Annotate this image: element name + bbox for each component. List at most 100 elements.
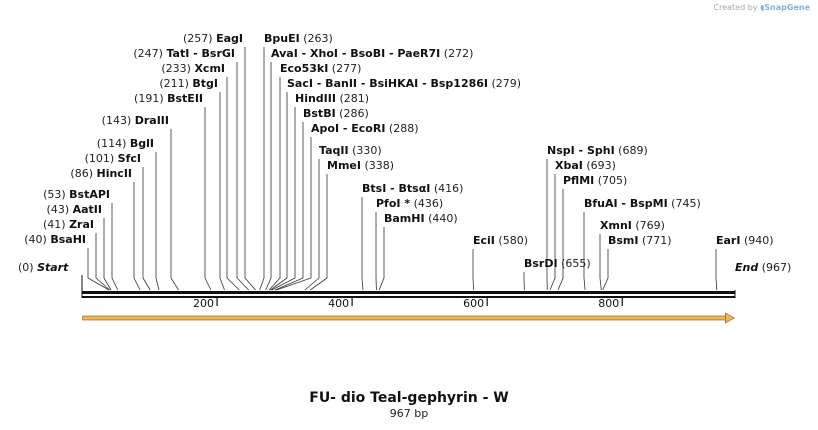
site-name-279: SacI - BanII - BsiHKAI - Bsp1286I	[287, 77, 488, 90]
site-label-279: SacI - BanII - BsiHKAI - Bsp1286I (279)	[287, 77, 521, 90]
site-name-41: ZraI	[69, 218, 94, 231]
site-name-272: AvaI - XhoI - BsoBI - PaeR7I	[271, 47, 440, 60]
site-label-689: NspI - SphI (689)	[547, 144, 648, 157]
start-name: Start	[37, 261, 69, 274]
end-name: End	[735, 261, 758, 274]
site-name-705: PflMI	[563, 174, 594, 187]
site-pos-114: (114)	[97, 137, 130, 150]
site-pos-940: (940)	[740, 234, 773, 247]
site-line-41	[95, 233, 110, 291]
site-name-191: BstEII	[167, 92, 203, 105]
site-label-330: TaqII (330)	[319, 144, 382, 157]
site-label-580: EciI (580)	[473, 234, 528, 247]
site-pos-211: (211)	[159, 77, 192, 90]
site-line-86	[133, 182, 141, 291]
site-pos-436: (436)	[410, 197, 443, 210]
site-label-440: BamHI (440)	[384, 212, 458, 225]
site-label-693: XbaI (693)	[555, 159, 616, 172]
site-name-277: Eco53kI	[280, 62, 328, 75]
site-line-272	[265, 62, 272, 291]
site-label-41: (41) ZraI	[43, 218, 94, 231]
site-line-745	[583, 212, 586, 291]
site-name-288: ApoI - EcoRI	[311, 122, 385, 135]
site-label-53: (53) BstAPI	[43, 188, 110, 201]
site-name-330: TaqII	[319, 144, 349, 157]
site-name-40: BsaHI	[50, 233, 86, 246]
site-label-338: MmeI (338)	[327, 159, 394, 172]
map-title: FU- dio Teal-gephyrin - W	[309, 390, 509, 406]
site-line-247	[236, 62, 250, 291]
site-label-43: (43) AatII	[47, 203, 102, 216]
site-line-940	[715, 249, 718, 291]
start-pos: (0)	[18, 261, 37, 274]
site-name-43: AatII	[73, 203, 102, 216]
site-line-281	[271, 107, 296, 291]
site-label-745: BfuAI - BspMI (745)	[584, 197, 701, 210]
site-pos-247: (247)	[133, 47, 166, 60]
site-name-86: HincII	[96, 167, 132, 180]
site-name-114: BglI	[130, 137, 154, 150]
site-pos-263: (263)	[300, 32, 333, 45]
feature-track	[82, 312, 735, 324]
ruler-bottom-strand	[82, 296, 735, 298]
site-pos-277: (277)	[328, 62, 361, 75]
start-label: (0) Start	[18, 261, 69, 274]
site-line-143	[170, 129, 179, 291]
sequence-length: 967 bp	[389, 407, 429, 420]
site-name-440: BamHI	[384, 212, 425, 225]
site-label-211: (211) BtgI	[159, 77, 218, 90]
site-line-257	[244, 47, 256, 291]
site-pos-416: (416)	[430, 182, 463, 195]
site-pos-86: (86)	[70, 167, 96, 180]
site-name-745: BfuAI - BspMI	[584, 197, 668, 210]
watermark-brand: SnapGene	[764, 3, 810, 12]
site-line-286	[274, 122, 304, 291]
site-labels: (40) BsaHI (41) ZraI (43) AatII (53) BstAPI…	[24, 32, 773, 270]
site-pos-53: (53)	[43, 188, 69, 201]
site-line-771	[602, 249, 609, 291]
site-label-288: ApoI - EcoRI (288)	[311, 122, 419, 135]
site-pos-769: (769)	[632, 219, 665, 232]
site-pos-272: (272)	[440, 47, 473, 60]
feature-bar	[82, 315, 727, 321]
site-label-705: PflMI (705)	[563, 174, 627, 187]
site-label-263: BpuEI (263)	[264, 32, 333, 45]
sequence-ends: (0) Start End (967)	[18, 261, 791, 274]
site-line-440	[378, 227, 385, 291]
site-pos-330: (330)	[349, 144, 382, 157]
site-name-338: MmeI	[327, 159, 361, 172]
site-pos-689: (689)	[615, 144, 648, 157]
site-name-693: XbaI	[555, 159, 583, 172]
site-pos-191: (191)	[134, 92, 167, 105]
site-line-101	[142, 167, 151, 291]
site-pos-43: (43)	[47, 203, 73, 216]
site-name-436: PfoI *	[376, 197, 410, 210]
site-label-771: BsmI (771)	[608, 234, 672, 247]
site-pos-257: (257)	[183, 32, 216, 45]
site-line-191	[204, 107, 212, 291]
watermark-prefix: Created by	[713, 3, 758, 12]
site-name-233: XcmI	[194, 62, 225, 75]
site-name-769: XmnI	[600, 219, 632, 232]
site-name-771: BsmI	[608, 234, 639, 247]
site-pos-143: (143)	[102, 114, 135, 127]
site-pos-580: (580)	[495, 234, 528, 247]
site-pos-771: (771)	[639, 234, 672, 247]
site-label-143: (143) DraIII	[102, 114, 169, 127]
feature-arrowhead	[725, 312, 735, 324]
site-label-272: AvaI - XhoI - BsoBI - PaeR7I (272)	[271, 47, 473, 60]
site-label-286: BstBI (286)	[303, 107, 369, 120]
site-lines	[87, 47, 718, 291]
ruler-tick-label-600: 600	[463, 297, 484, 310]
ruler-tick-label-200: 200	[193, 297, 214, 310]
site-label-416: BtsI - BtsαI (416)	[362, 182, 463, 195]
site-line-211	[219, 92, 225, 291]
site-label-114: (114) BglI	[97, 137, 154, 150]
site-label-247: (247) TatI - BsrGI	[133, 47, 235, 60]
site-line-416	[361, 197, 364, 291]
site-pos-338: (338)	[361, 159, 394, 172]
site-label-101: (101) SfcI	[85, 152, 141, 165]
site-line-288	[276, 137, 312, 291]
site-label-769: XmnI (769)	[600, 219, 665, 232]
